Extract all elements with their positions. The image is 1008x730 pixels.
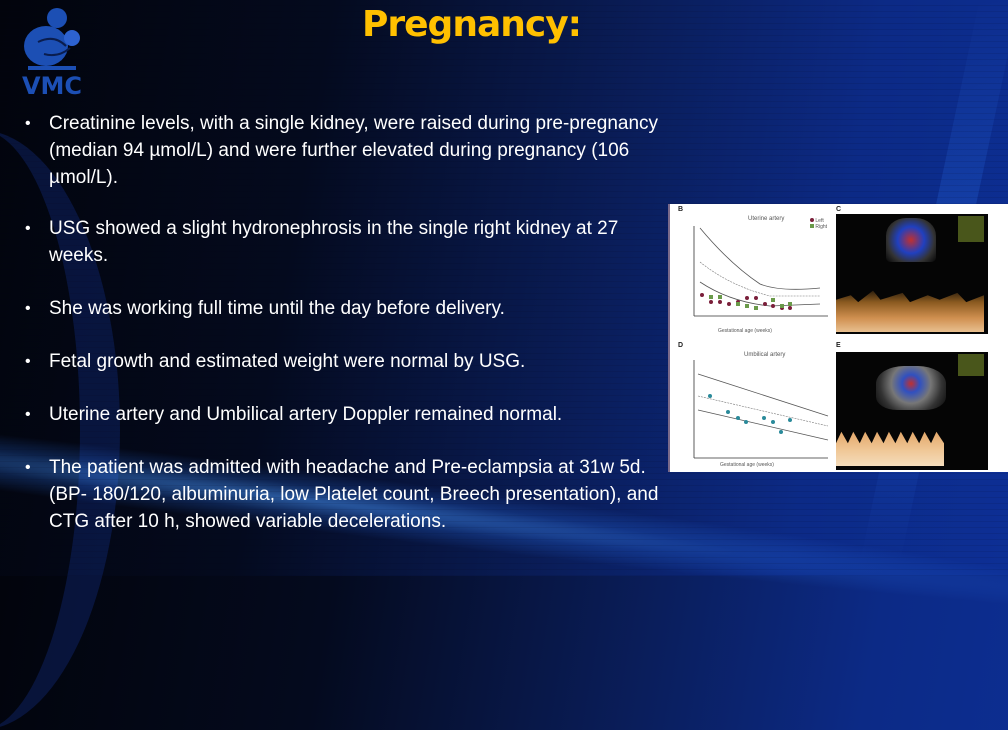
vmc-logo: VMC (14, 4, 90, 100)
panel-b-xlabel: Gestational age (weeks) (718, 328, 772, 334)
svg-text:VMC: VMC (22, 72, 82, 100)
legend-left-marker (810, 218, 814, 222)
panel-b-legend: Left Right (810, 218, 827, 230)
doppler-figure: B Uterine artery Left Right Gestational … (668, 204, 1008, 472)
bullet-list: Creatinine levels, with a single kidney,… (22, 110, 662, 561)
bullet-working: She was working full time until the day … (22, 295, 662, 322)
panel-d-xlabel: Gestational age (weeks) (720, 462, 774, 468)
panel-c-label: C (836, 206, 842, 213)
umbilical-artery-chart (693, 360, 829, 459)
panel-b-title: Uterine artery (748, 216, 785, 222)
bullet-doppler: Uterine artery and Umbilical artery Dopp… (22, 401, 662, 428)
panel-d-label: D (678, 342, 684, 349)
uterine-artery-chart (693, 226, 828, 317)
mother-child-icon: VMC (22, 8, 82, 100)
panel-b-label: B (678, 206, 684, 213)
panel-e-label: E (836, 342, 841, 349)
bullet-admission: The patient was admitted with headache a… (22, 454, 662, 535)
bullet-fetal-growth: Fetal growth and estimated weight were n… (22, 348, 662, 375)
panel-d-title: Umbilical artery (744, 352, 786, 358)
umbilical-doppler-ultrasound (836, 352, 988, 470)
uterine-doppler-ultrasound (836, 214, 988, 334)
slide-title: Pregnancy: (362, 4, 582, 45)
legend-right-marker (810, 224, 814, 228)
bullet-usg-hydronephrosis: USG showed a slight hydronephrosis in th… (22, 215, 662, 269)
bullet-creatinine: Creatinine levels, with a single kidney,… (22, 110, 662, 191)
